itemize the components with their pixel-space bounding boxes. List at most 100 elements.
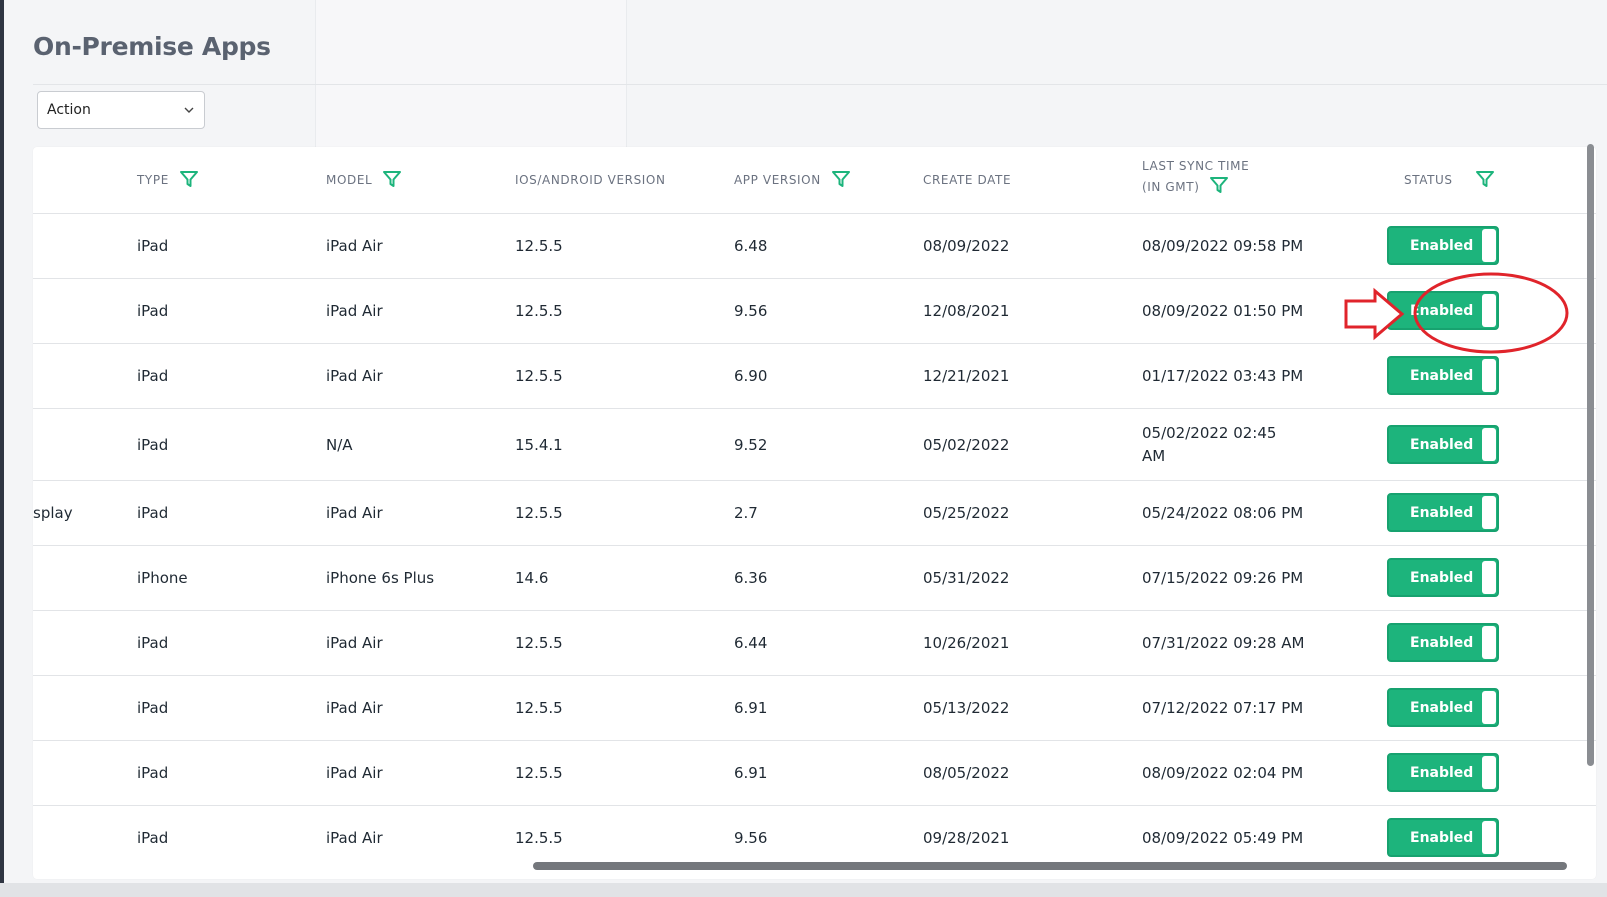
page-title: On-Premise Apps (33, 32, 271, 61)
status-toggle[interactable]: Enabled (1387, 818, 1499, 857)
title-divider (33, 84, 1607, 85)
table-row[interactable]: iPad iPad Air 12.5.5 6.90 12/21/2021 01/… (33, 344, 1596, 409)
table-row[interactable]: iPad iPad Air 12.5.5 9.56 09/28/2021 08/… (33, 806, 1596, 870)
cell-last-sync: 08/09/2022 09:58 PM (1142, 236, 1304, 255)
header-status: STATUS (1404, 165, 1495, 195)
cell-last-sync: 07/31/2022 09:28 AM (1142, 633, 1305, 652)
cell-model: iPad Air (326, 237, 383, 255)
background-popup-ghost (315, 0, 627, 157)
cell-last-sync: 01/17/2022 03:43 PM (1142, 366, 1304, 385)
toggle-knob (1482, 756, 1496, 789)
status-toggle[interactable]: Enabled (1387, 688, 1499, 727)
cell-app-version: 9.52 (734, 435, 768, 454)
toggle-knob (1482, 821, 1496, 854)
cell-app-version: 6.91 (734, 764, 768, 782)
cell-app-version: 6.90 (734, 367, 768, 385)
cell-model: iPad Air (326, 634, 383, 652)
filter-icon[interactable] (831, 169, 851, 192)
filter-icon[interactable] (382, 169, 402, 192)
header-status-label: STATUS (1404, 173, 1453, 187)
cell-app-version: 9.56 (734, 302, 768, 320)
cell-os-version: 12.5.5 (515, 764, 563, 782)
cell-last-sync: 08/09/2022 02:04 PM (1142, 763, 1304, 782)
cell-create-date: 09/28/2021 (923, 829, 1010, 847)
cell-create-date: 05/31/2022 (923, 569, 1010, 587)
cell-os-version: 12.5.5 (515, 237, 563, 255)
cell-create-date: 08/09/2022 (923, 237, 1010, 255)
cell-last-sync: 05/02/2022 02:45 AM (1142, 423, 1277, 465)
status-toggle[interactable]: Enabled (1387, 425, 1499, 464)
status-toggle[interactable]: Enabled (1387, 356, 1499, 395)
bottom-edge-bar (0, 883, 1607, 897)
toggle-knob (1482, 561, 1496, 594)
header-last-sync-label: LAST SYNC TIME (1142, 159, 1250, 173)
cell-type: iPad (137, 764, 169, 782)
apps-table: TYPE MODEL IOS/ANDROID VERSION APP VERSI… (33, 147, 1596, 879)
table-row[interactable]: iPad iPad Air 12.5.5 6.91 05/13/2022 07/… (33, 676, 1596, 741)
cell-create-date: 12/08/2021 (923, 302, 1010, 320)
status-toggle[interactable]: Enabled (1387, 558, 1499, 597)
toggle-knob (1482, 691, 1496, 724)
header-os-version: IOS/ANDROID VERSION (515, 165, 666, 195)
cell-create-date: 05/13/2022 (923, 699, 1010, 717)
cell-os-version: 12.5.5 (515, 829, 563, 847)
header-app-version-label: APP VERSION (734, 173, 821, 187)
cell-create-date: 08/05/2022 (923, 764, 1010, 782)
action-dropdown-label: Action (47, 102, 91, 118)
cell-last-sync: 07/15/2022 09:26 PM (1142, 568, 1304, 587)
status-toggle[interactable]: Enabled (1387, 291, 1499, 330)
cell-os-version: 12.5.5 (515, 699, 563, 717)
cell-name-fragment: splay (33, 504, 73, 522)
table-row[interactable]: iPad iPad Air 12.5.5 6.91 08/05/2022 08/… (33, 741, 1596, 806)
table-row[interactable]: iPad iPad Air 12.5.5 6.48 08/09/2022 08/… (33, 214, 1596, 279)
horizontal-scrollbar[interactable] (533, 862, 1567, 870)
chevron-down-icon (184, 107, 194, 114)
status-toggle-label: Enabled (1410, 302, 1474, 319)
header-type-label: TYPE (137, 173, 169, 187)
cell-last-sync: 08/09/2022 01:50 PM (1142, 301, 1304, 320)
status-toggle[interactable]: Enabled (1387, 623, 1499, 662)
header-last-sync: LAST SYNC TIME (IN GMT) (1142, 158, 1249, 200)
table-header: TYPE MODEL IOS/ANDROID VERSION APP VERSI… (33, 147, 1596, 214)
status-toggle[interactable]: Enabled (1387, 226, 1499, 265)
cell-app-version: 2.7 (734, 504, 758, 522)
cell-os-version: 15.4.1 (515, 435, 563, 454)
header-type: TYPE (137, 165, 199, 195)
cell-app-version: 9.56 (734, 829, 768, 847)
toggle-knob (1482, 294, 1496, 327)
status-toggle-label: Enabled (1410, 367, 1474, 384)
cell-type: iPad (137, 435, 169, 454)
cell-os-version: 14.6 (515, 569, 549, 587)
toggle-knob (1482, 496, 1496, 529)
table-row[interactable]: iPad N/A 15.4.1 9.52 05/02/2022 05/02/20… (33, 409, 1596, 481)
table-row[interactable]: iPhone iPhone 6s Plus 14.6 6.36 05/31/20… (33, 546, 1596, 611)
toggle-knob (1482, 359, 1496, 392)
header-create-date: CREATE DATE (923, 165, 1011, 195)
header-model-label: MODEL (326, 173, 373, 187)
status-toggle[interactable]: Enabled (1387, 753, 1499, 792)
cell-type: iPad (137, 504, 169, 522)
status-toggle-label: Enabled (1410, 237, 1474, 254)
table-row[interactable]: iPad iPad Air 12.5.5 6.44 10/26/2021 07/… (33, 611, 1596, 676)
table-row[interactable]: iPad iPad Air 12.5.5 9.56 12/08/2021 08/… (33, 279, 1596, 344)
cell-os-version: 12.5.5 (515, 504, 563, 522)
status-toggle-label: Enabled (1410, 829, 1474, 846)
cell-model: iPad Air (326, 829, 383, 847)
status-toggle-label: Enabled (1410, 699, 1474, 716)
cell-model: iPhone 6s Plus (326, 569, 435, 587)
toggle-knob (1482, 428, 1496, 461)
status-toggle[interactable]: Enabled (1387, 493, 1499, 532)
cell-type: iPhone (137, 569, 188, 587)
action-dropdown[interactable]: Action (37, 91, 205, 129)
cell-model: iPad Air (326, 699, 383, 717)
filter-icon[interactable] (1209, 175, 1229, 200)
cell-type: iPad (137, 699, 169, 717)
cell-type: iPad (137, 302, 169, 320)
table-row[interactable]: splay iPad iPad Air 12.5.5 2.7 05/25/202… (33, 481, 1596, 546)
filter-icon[interactable] (179, 169, 199, 192)
status-toggle-label: Enabled (1410, 569, 1474, 586)
cell-type: iPad (137, 829, 169, 847)
filter-icon[interactable] (1475, 169, 1495, 192)
vertical-scrollbar[interactable] (1587, 144, 1594, 766)
cell-app-version: 6.44 (734, 634, 768, 652)
